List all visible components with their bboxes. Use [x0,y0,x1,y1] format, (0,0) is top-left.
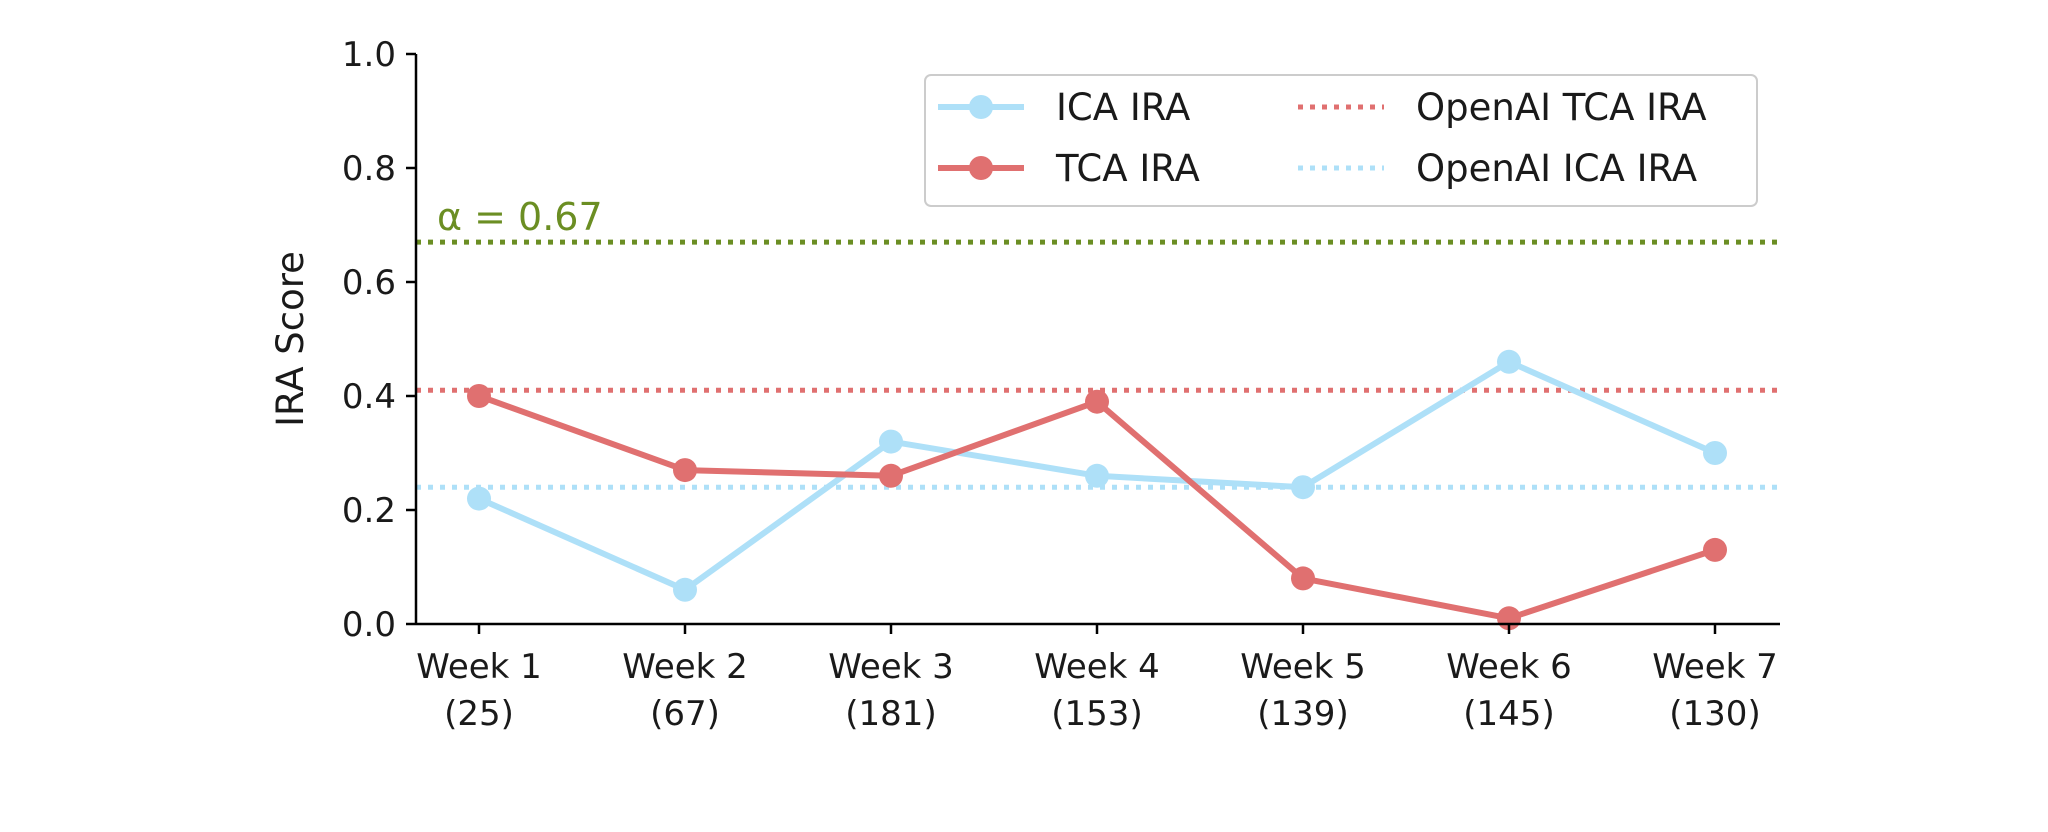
x-tick-label: Week 3 [828,647,954,687]
data-point-ica-ira-1 [467,486,491,511]
data-point-ica-ira-4 [1085,463,1109,488]
series-markers [467,349,1727,631]
data-point-tca-ira-1 [467,384,491,408]
axes: 0.0 0.2 0.4 0.6 0.8 1.0 Week 1 (25) Week 2 (67) We… [269,35,1780,734]
x-tick-sublabel: (130) [1669,694,1760,734]
y-tick-label: 0.2 [342,491,396,531]
data-point-tca-ira-3 [879,463,903,488]
y-tick-label: 1.0 [342,35,396,75]
x-tick-sublabel: (145) [1463,694,1554,734]
y-tick-label: 0.0 [342,605,396,645]
y-tick-label: 0.8 [342,149,396,189]
data-point-ica-ira-5 [1291,475,1315,500]
reference-lines: α = 0.67 [416,195,1780,490]
y-tick-label: 0.6 [342,263,396,303]
x-tick-label: Week 5 [1240,647,1366,687]
x-tick-sublabel: (153) [1051,694,1142,734]
x-tick-sublabel: (181) [845,694,936,734]
legend-label-ica-ira: ICA IRA [1056,86,1190,129]
data-point-tca-ira-2 [673,458,697,483]
legend-box [924,74,1758,207]
x-tick-sublabel: (25) [444,694,514,734]
legend-marker-tca-ira [969,156,993,180]
y-axis-label: IRA Score [269,251,312,427]
y-tick-label: 0.4 [342,377,396,417]
data-point-ica-ira-6 [1497,349,1521,374]
x-tick-label: Week 4 [1034,647,1160,687]
x-tick-sublabel: (139) [1257,694,1348,734]
data-point-ica-ira-2 [673,577,697,602]
legend-label-openai-ica-ira: OpenAI ICA IRA [1416,147,1697,190]
data-point-ica-ira-7 [1703,441,1727,465]
x-tick-label: Week 7 [1652,647,1778,687]
x-tick-label: Week 1 [416,647,542,687]
data-point-ica-ira-3 [879,429,903,454]
x-tick-label: Week 2 [622,647,748,687]
x-tick-sublabel: (67) [650,694,720,734]
alpha-threshold-label: α = 0.67 [437,195,603,239]
data-point-tca-ira-4 [1085,389,1109,414]
legend-marker-ica-ira [969,95,993,119]
data-point-tca-ira-7 [1703,537,1727,562]
legend-label-tca-ira: TCA IRA [1055,147,1200,190]
legend-label-openai-tca-ira: OpenAI TCA IRA [1416,86,1707,129]
data-point-tca-ira-5 [1291,566,1315,591]
series-line-tca-ira [477,393,1716,622]
legend: ICA IRA TCA IRA OpenAI TCA IRA OpenAI ICA I… [924,74,1758,207]
x-tick-label: Week 6 [1446,647,1572,687]
